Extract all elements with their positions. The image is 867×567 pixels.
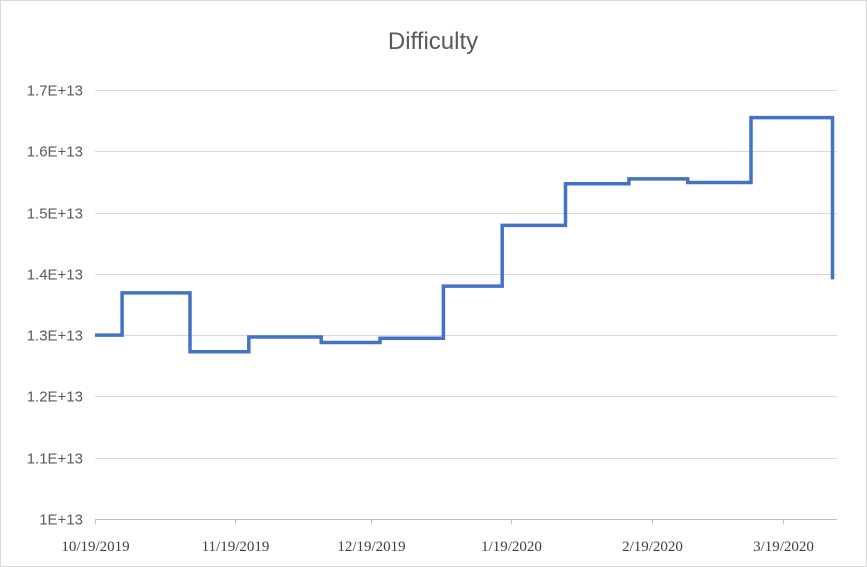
y-tick-label: 1.2E+13	[27, 389, 83, 406]
x-tick-label: 1/19/2020	[481, 539, 542, 555]
y-tick-label: 1.6E+13	[27, 144, 83, 161]
x-tick-label: 12/19/2019	[337, 539, 405, 555]
x-axis-tick-labels: 10/19/2019 11/19/2019 12/19/2019 1/19/2020 2…	[61, 539, 814, 555]
x-tick-label: 3/19/2020	[753, 539, 814, 555]
x-tick-label: 2/19/2020	[622, 539, 683, 555]
y-tick-label: 1.4E+13	[27, 267, 83, 284]
y-tick-label: 1.7E+13	[27, 83, 83, 100]
y-tick-label: 1.1E+13	[27, 451, 83, 468]
x-tick-label: 11/19/2019	[202, 539, 270, 555]
x-axis	[95, 519, 837, 525]
series-layer	[95, 115, 835, 354]
difficulty-series-line	[95, 115, 835, 354]
y-tick-label: 1E+13	[39, 512, 83, 529]
x-tick-label: 10/19/2019	[61, 539, 129, 555]
y-tick-label: 1.3E+13	[27, 328, 83, 345]
chart-title: Difficulty	[388, 28, 478, 55]
grid-lines	[95, 90, 837, 459]
y-tick-label: 1.5E+13	[27, 206, 83, 223]
y-axis-tick-labels: 1E+13 1.1E+13 1.2E+13 1.3E+13 1.4E+13 1.5E+13…	[27, 83, 83, 529]
